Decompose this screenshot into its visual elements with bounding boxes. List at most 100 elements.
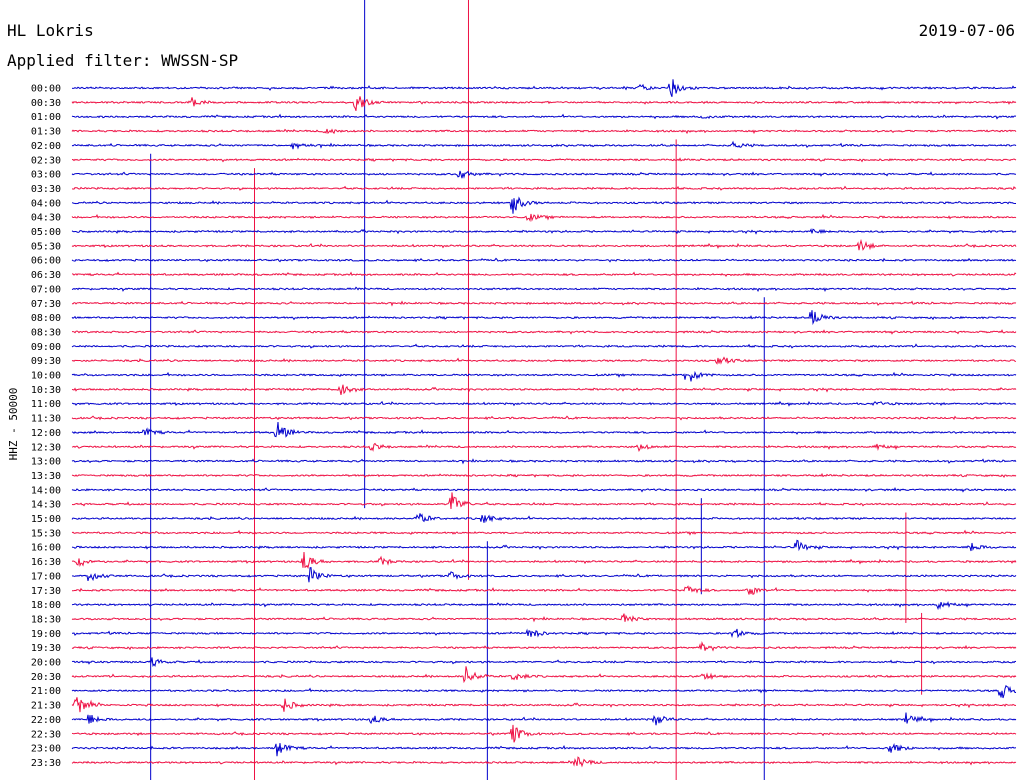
channel-label: HHZ - 50000 bbox=[7, 388, 20, 461]
tick-label: 06:00 bbox=[31, 256, 61, 267]
trace-line bbox=[71, 487, 1017, 493]
tick-label: 02:30 bbox=[31, 155, 61, 166]
trace-line bbox=[71, 613, 1017, 623]
tick-label: 10:00 bbox=[31, 371, 61, 382]
tick-label: 05:30 bbox=[31, 241, 61, 252]
trace-line bbox=[71, 529, 1017, 536]
tick-label: 11:30 bbox=[31, 414, 61, 425]
tick-label: 16:00 bbox=[31, 543, 61, 554]
tick-label: 22:30 bbox=[31, 729, 61, 740]
trace-line bbox=[71, 286, 1017, 293]
tick-label: 02:00 bbox=[31, 141, 61, 152]
trace-line bbox=[71, 472, 1017, 479]
tick-label: 01:30 bbox=[31, 127, 61, 138]
trace-line bbox=[71, 421, 1017, 438]
tick-label: 09:30 bbox=[31, 356, 61, 367]
tick-label: 22:00 bbox=[31, 715, 61, 726]
tick-label: 04:30 bbox=[31, 213, 61, 224]
trace-line bbox=[71, 458, 1017, 465]
trace-line bbox=[71, 238, 1017, 251]
trace-line bbox=[71, 343, 1017, 349]
tick-label: 15:00 bbox=[31, 514, 61, 525]
seismogram-traces bbox=[71, 79, 1017, 768]
trace-line bbox=[71, 552, 1017, 569]
filter-label: Applied filter: WWSSN-SP bbox=[7, 51, 238, 70]
tick-label: 19:00 bbox=[31, 629, 61, 640]
tick-label: 19:30 bbox=[31, 643, 61, 654]
tick-label: 16:30 bbox=[31, 557, 61, 568]
trace-line bbox=[71, 640, 1017, 652]
trace-line bbox=[71, 157, 1017, 163]
trace-line bbox=[71, 492, 1017, 509]
trace-line bbox=[71, 79, 1017, 97]
trace-line bbox=[71, 96, 1017, 111]
trace-line bbox=[71, 300, 1017, 307]
tick-label: 03:00 bbox=[31, 170, 61, 181]
tick-label: 11:00 bbox=[31, 399, 61, 410]
tick-label: 23:00 bbox=[31, 744, 61, 755]
trace-line bbox=[71, 271, 1017, 278]
date-label: 2019-07-06 bbox=[919, 21, 1015, 40]
tick-label: 18:00 bbox=[31, 600, 61, 611]
tick-label: 17:30 bbox=[31, 586, 61, 597]
tick-label: 05:00 bbox=[31, 227, 61, 238]
tick-label: 23:30 bbox=[31, 758, 61, 769]
trace-line bbox=[71, 743, 1017, 757]
tick-label: 03:30 bbox=[31, 184, 61, 195]
trace-line bbox=[71, 756, 1017, 768]
trace-line bbox=[71, 356, 1017, 365]
tick-label: 12:30 bbox=[31, 442, 61, 453]
trace-line bbox=[71, 185, 1017, 191]
trace-line bbox=[71, 329, 1017, 335]
tick-label: 00:30 bbox=[31, 98, 61, 109]
tick-label: 01:00 bbox=[31, 112, 61, 123]
trace-line bbox=[71, 600, 1017, 611]
trace-line bbox=[71, 113, 1017, 120]
tick-label: 14:30 bbox=[31, 500, 61, 511]
trace-line bbox=[71, 724, 1017, 743]
time-tick-labels: 00:00 00:30 01:00 01:30 02:00 02:30 03:00 03:30… bbox=[31, 84, 61, 769]
trace-line bbox=[71, 539, 1017, 552]
trace-line bbox=[71, 384, 1017, 396]
trace-line bbox=[71, 196, 1017, 214]
trace-line bbox=[71, 128, 1017, 135]
trace-line bbox=[71, 213, 1017, 223]
tick-label: 06:30 bbox=[31, 270, 61, 281]
trace-line bbox=[71, 228, 1017, 235]
trace-line bbox=[71, 257, 1017, 263]
tick-label: 07:00 bbox=[31, 284, 61, 295]
trace-line bbox=[71, 415, 1017, 421]
trace-line bbox=[71, 170, 1017, 179]
tick-label: 07:30 bbox=[31, 299, 61, 310]
trace-line bbox=[71, 370, 1017, 382]
tick-label: 13:00 bbox=[31, 457, 61, 468]
trace-line bbox=[71, 666, 1017, 684]
tick-label: 21:00 bbox=[31, 686, 61, 697]
trace-line bbox=[71, 712, 1017, 726]
tick-label: 20:00 bbox=[31, 658, 61, 669]
tick-label: 15:30 bbox=[31, 528, 61, 539]
tick-label: 12:00 bbox=[31, 428, 61, 439]
tick-label: 14:00 bbox=[31, 485, 61, 496]
trace-line bbox=[71, 697, 1017, 713]
tick-label: 09:00 bbox=[31, 342, 61, 353]
trace-line bbox=[71, 310, 1017, 326]
tick-label: 00:00 bbox=[31, 84, 61, 95]
tick-label: 21:30 bbox=[31, 701, 61, 712]
trace-line bbox=[71, 400, 1017, 407]
station-title: HL Lokris bbox=[7, 21, 94, 40]
tick-label: 08:30 bbox=[31, 327, 61, 338]
tick-label: 18:30 bbox=[31, 614, 61, 625]
trace-line bbox=[71, 628, 1017, 639]
tick-label: 13:30 bbox=[31, 471, 61, 482]
trace-line bbox=[71, 513, 1017, 523]
trace-line bbox=[71, 140, 1017, 150]
tick-label: 17:00 bbox=[31, 571, 61, 582]
tick-label: 04:00 bbox=[31, 198, 61, 209]
trace-line bbox=[72, 585, 1017, 595]
tick-label: 20:30 bbox=[31, 672, 61, 683]
tick-label: 08:00 bbox=[31, 313, 61, 324]
trace-line bbox=[71, 684, 1017, 699]
trace-line bbox=[71, 567, 1017, 583]
